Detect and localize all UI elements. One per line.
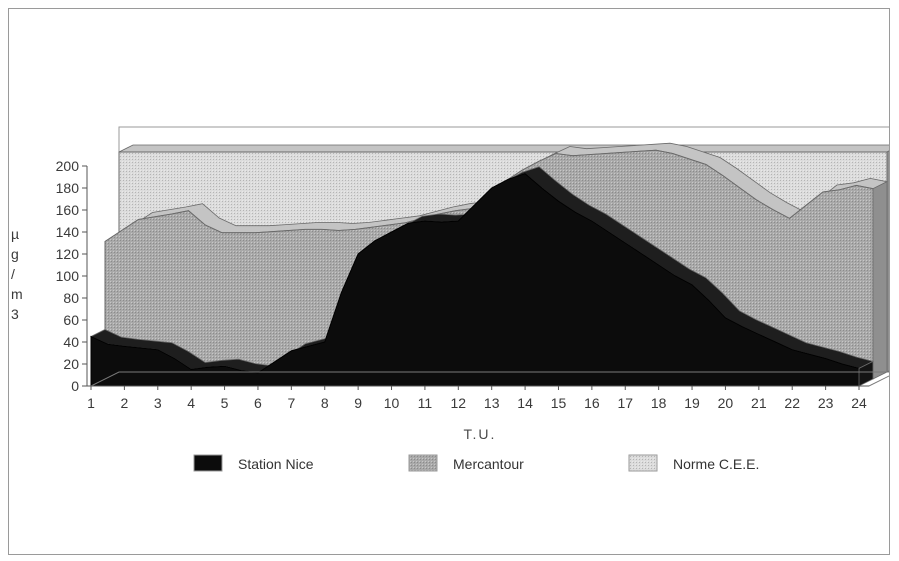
y-tick-label: 120 xyxy=(56,246,80,262)
y-axis-label-char: m xyxy=(11,286,23,302)
y-axis-label: µ g / m 3 xyxy=(11,226,23,322)
legend-item-mercantour: Mercantour xyxy=(408,454,524,472)
x-tick-label: 22 xyxy=(784,395,800,411)
x-tick-label: 2 xyxy=(120,395,128,411)
y-tick-label: 20 xyxy=(63,356,79,372)
y-tick-label: 180 xyxy=(56,180,80,196)
x-tick-label: 7 xyxy=(287,395,295,411)
x-tick-label: 3 xyxy=(154,395,162,411)
legend-item-norme-c-e-e: Norme C.E.E. xyxy=(628,454,759,472)
x-tick-label: 19 xyxy=(684,395,700,411)
y-tick-labels: 0 20 40 60 80 100 120 140 160 180 200 xyxy=(56,158,80,394)
x-tick-label: 4 xyxy=(187,395,195,411)
legend-swatch xyxy=(193,454,223,472)
x-tick-label: 9 xyxy=(354,395,362,411)
x-tick-label: 8 xyxy=(321,395,329,411)
x-tick-label: 6 xyxy=(254,395,262,411)
x-tick-label: 11 xyxy=(418,395,433,411)
y-tick-label: 140 xyxy=(56,224,80,240)
series-station-nice xyxy=(90,166,875,387)
legend-swatch xyxy=(628,454,658,472)
legend: Station Nice Mercantour Norme C.E.E. xyxy=(193,454,759,472)
legend-label: Mercantour xyxy=(453,456,524,472)
x-tick-labels: 1 2 3 4 5 6 7 8 9 10 11 12 13 14 15 16 17 18 19 20 21 22 23 24 xyxy=(87,395,867,411)
x-tick-label: 10 xyxy=(384,395,400,411)
x-tick-label: 1 xyxy=(87,395,95,411)
y-axis-label-char: µ xyxy=(11,226,19,242)
legend-label: Norme C.E.E. xyxy=(673,456,759,472)
x-tick-label: 21 xyxy=(751,395,767,411)
x-tick-label: 15 xyxy=(551,395,567,411)
y-tick-label: 160 xyxy=(56,202,80,218)
x-tick-label: 16 xyxy=(584,395,600,411)
x-tick-label: 18 xyxy=(651,395,667,411)
y-tick-label: 80 xyxy=(63,290,79,306)
x-tick-label: 12 xyxy=(451,395,467,411)
y-tick-label: 60 xyxy=(63,312,79,328)
y-tick-label: 40 xyxy=(63,334,79,350)
series-top-norme-c-e-e xyxy=(118,144,889,153)
series-side-station-nice xyxy=(858,360,874,387)
series-side-mercantour xyxy=(872,181,888,380)
y-axis-label-char: 3 xyxy=(11,306,19,322)
x-tick-label: 23 xyxy=(818,395,834,411)
y-tick-label: 0 xyxy=(71,378,79,394)
x-axis-label: T.U. xyxy=(464,426,497,442)
y-axis-label-char: / xyxy=(11,266,15,282)
legend-item-station-nice: Station Nice xyxy=(193,454,314,472)
legend-swatch xyxy=(408,454,438,472)
chart-frame: 0 20 40 60 80 100 120 140 160 180 200 1 2 3 4 5 6 7 8 9 10 1… xyxy=(8,8,890,555)
x-tick-label: 20 xyxy=(718,395,734,411)
series-area-station-nice xyxy=(90,173,860,387)
x-tick-label: 5 xyxy=(221,395,229,411)
x-tick-label: 14 xyxy=(517,395,533,411)
x-tick-label: 13 xyxy=(484,395,500,411)
x-tick-label: 24 xyxy=(851,395,867,411)
y-tick-label: 200 xyxy=(56,158,80,174)
legend-label: Station Nice xyxy=(238,456,314,472)
y-tick-label: 100 xyxy=(56,268,80,284)
y-axis-label-char: g xyxy=(11,246,19,262)
series-layer xyxy=(90,142,889,387)
x-tick-label: 17 xyxy=(617,395,633,411)
axes-layer xyxy=(82,165,889,390)
